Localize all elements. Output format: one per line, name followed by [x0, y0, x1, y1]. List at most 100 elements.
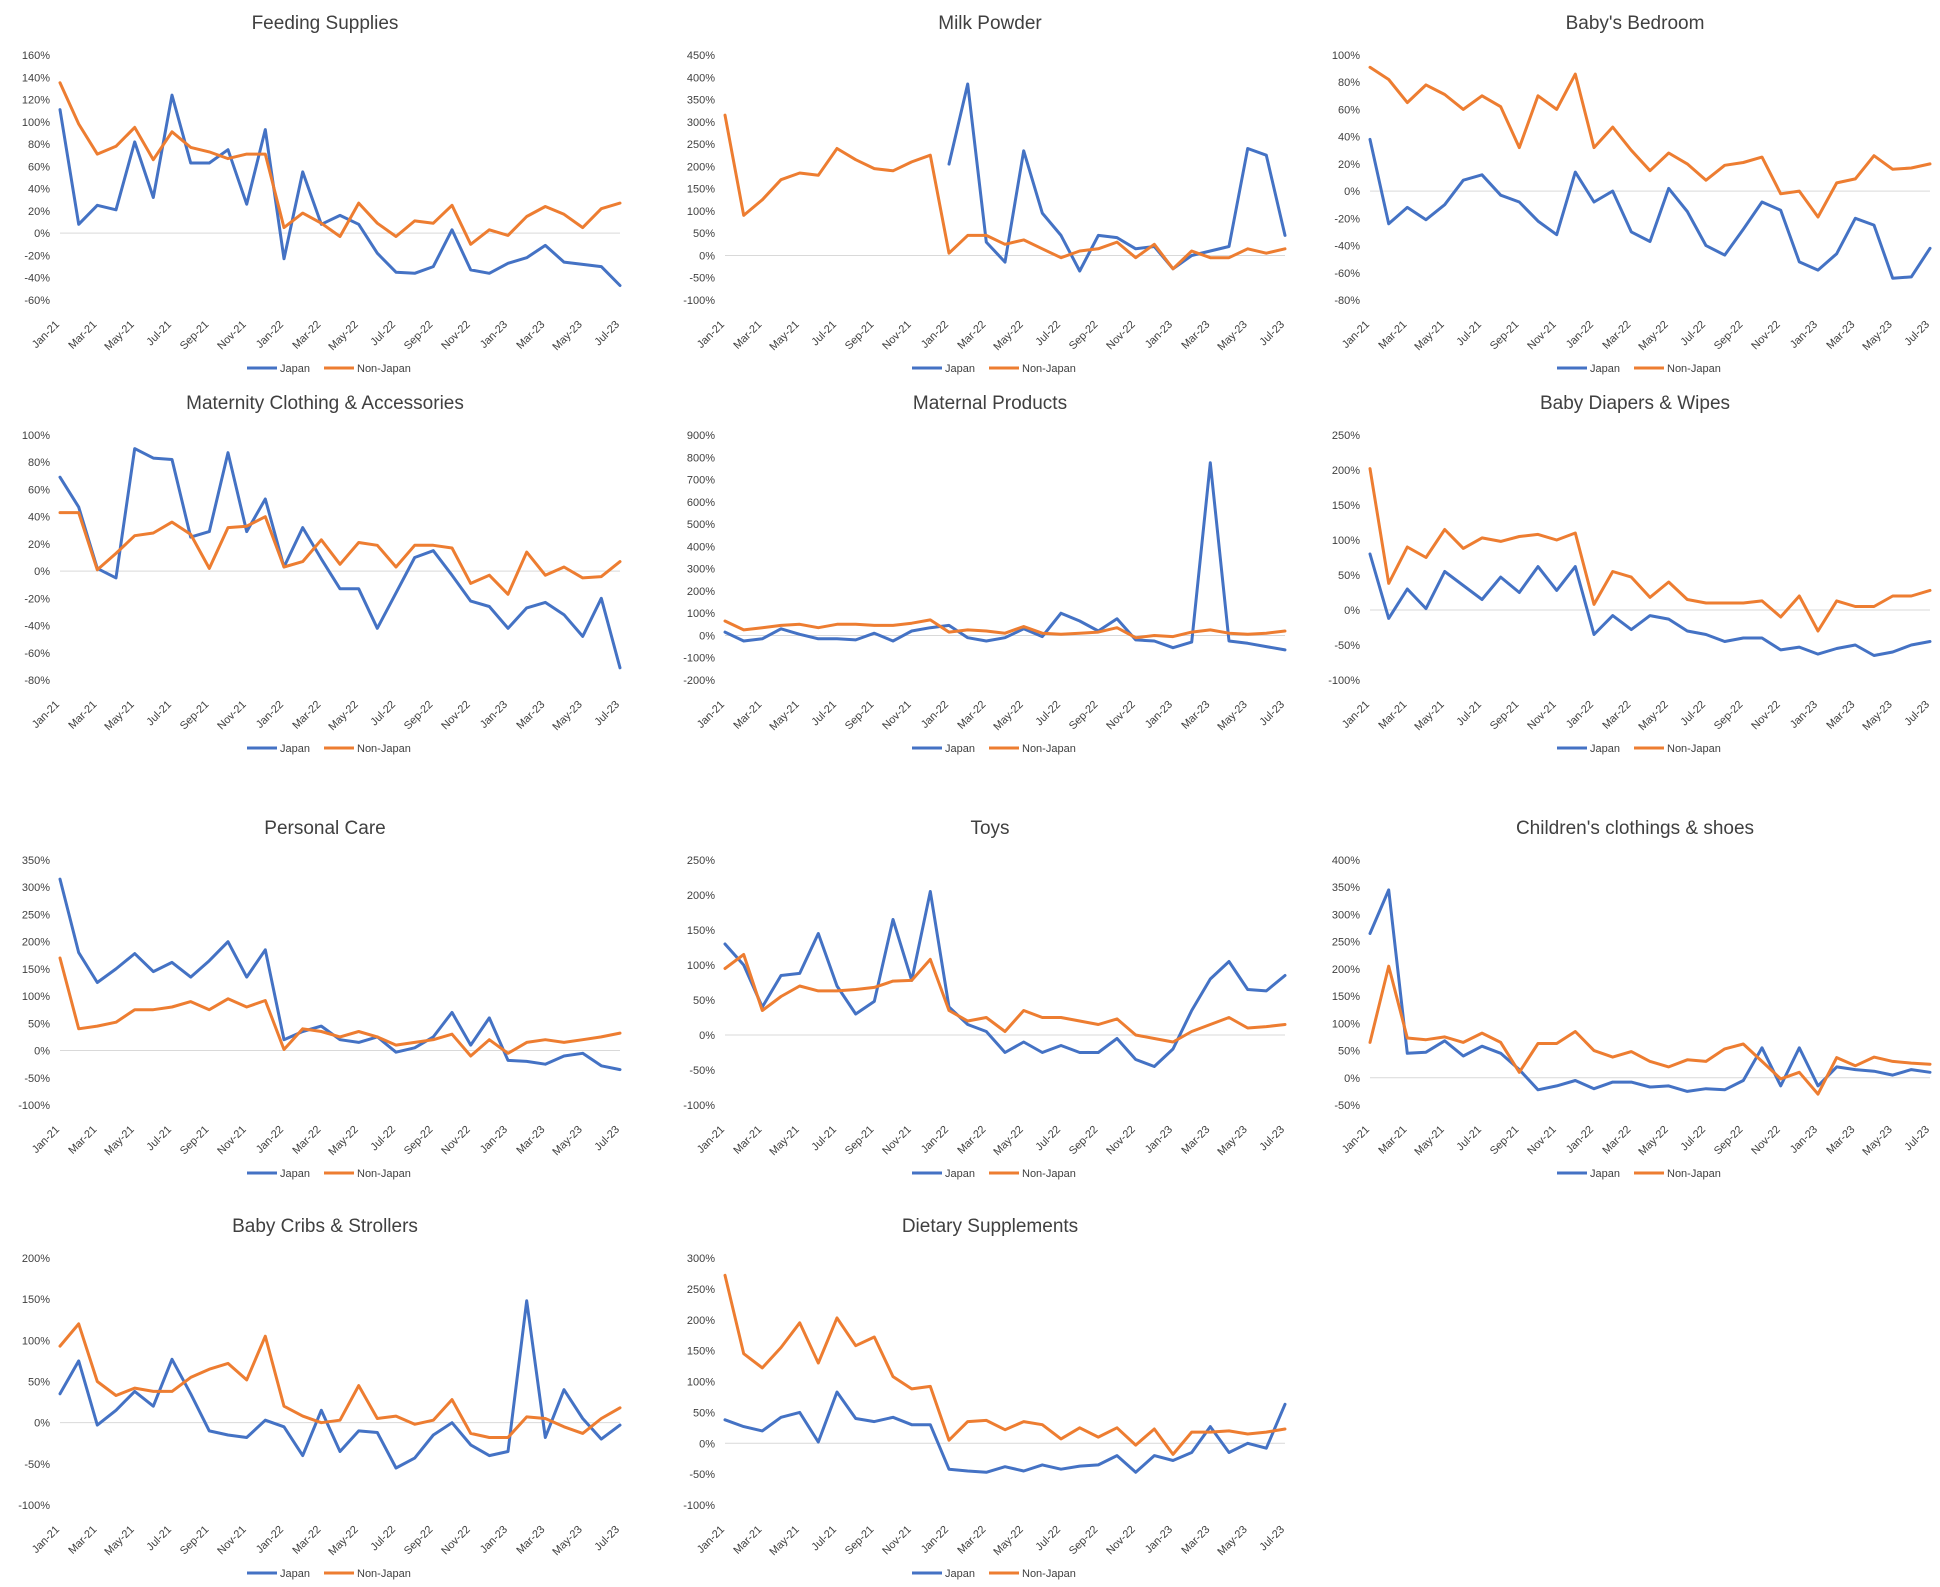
- x-tick-label: May-22: [1636, 1124, 1670, 1158]
- x-tick-label: Mar-23: [514, 1524, 547, 1557]
- x-tick-label: Jan-22: [919, 1124, 951, 1156]
- y-tick-label: 200%: [687, 161, 715, 173]
- x-tick-label: Nov-21: [215, 1524, 249, 1558]
- y-tick-label: 0%: [699, 250, 715, 262]
- x-tick-label: Jul-21: [144, 1124, 174, 1154]
- chart-title: Maternity Clothing & Accessories: [186, 393, 464, 414]
- series-line-japan: [1368, 552, 1932, 657]
- x-tick-label: May-21: [767, 319, 801, 353]
- x-tick-label: Mar-23: [514, 319, 547, 352]
- y-tick-label: -50%: [24, 1459, 50, 1471]
- y-tick-label: -50%: [689, 1065, 715, 1077]
- x-tick-label: Mar-22: [290, 699, 323, 732]
- x-tick-label: Jul-22: [1033, 319, 1063, 349]
- x-tick-label: Jan-23: [1143, 1524, 1175, 1556]
- legend-non-japan-label: Non-Japan: [357, 743, 411, 755]
- y-tick-label: 100%: [22, 430, 50, 442]
- y-tick-label: -100%: [1328, 675, 1360, 687]
- y-tick-label: 350%: [687, 95, 715, 107]
- x-tick-label: Sep-22: [1067, 699, 1101, 733]
- legend-non-japan-label: Non-Japan: [357, 1168, 411, 1180]
- x-tick-label: May-23: [1860, 699, 1894, 733]
- x-tick-label: Sep-22: [1712, 699, 1746, 733]
- y-tick-label: 100%: [1332, 535, 1360, 547]
- x-tick-label: Sep-21: [1488, 699, 1522, 733]
- chart-title: Toys: [970, 818, 1009, 839]
- y-tick-label: 200%: [1332, 964, 1360, 976]
- y-tick-label: 50%: [693, 228, 715, 240]
- x-tick-label: Mar-21: [1376, 319, 1409, 352]
- x-tick-label: May-22: [326, 319, 360, 353]
- x-tick-label: Mar-22: [290, 1124, 323, 1157]
- y-tick-label: 100%: [687, 1377, 715, 1389]
- y-tick-label: -100%: [683, 1500, 715, 1512]
- series-line-non-japan: [1368, 467, 1932, 633]
- legend-japan-label: Japan: [280, 363, 310, 375]
- legend-non-japan-label: Non-Japan: [357, 1568, 411, 1580]
- x-tick-label: May-22: [991, 319, 1025, 353]
- x-tick-label: Jan-23: [478, 319, 510, 351]
- x-tick-label: Mar-22: [1600, 699, 1633, 732]
- x-tick-label: Mar-21: [731, 699, 764, 732]
- y-tick-label: 0%: [34, 228, 50, 240]
- x-tick-label: May-23: [1215, 699, 1249, 733]
- x-tick-label: May-21: [102, 1124, 136, 1158]
- series-line-japan: [1368, 888, 1932, 1093]
- x-tick-label: May-21: [102, 1524, 136, 1558]
- x-tick-label: Nov-21: [880, 1124, 914, 1158]
- x-tick-label: Jan-22: [1564, 1124, 1596, 1156]
- x-tick-label: Sep-21: [843, 319, 877, 353]
- x-tick-label: Mar-22: [955, 319, 988, 352]
- x-tick-label: Jan-23: [478, 1524, 510, 1556]
- y-tick-label: 0%: [34, 1418, 50, 1430]
- y-tick-label: -100%: [18, 1500, 50, 1512]
- x-tick-label: May-21: [102, 319, 136, 353]
- x-tick-label: Jul-22: [368, 319, 398, 349]
- x-tick-label: Jul-22: [1678, 319, 1708, 349]
- x-tick-label: Nov-21: [215, 1124, 249, 1158]
- x-tick-label: Nov-22: [1104, 1524, 1138, 1558]
- chart-panel: Personal Care -100% -50% 0% 50% 100% 150% 200% 2…: [18, 818, 622, 1180]
- y-tick-label: 0%: [34, 566, 50, 578]
- y-tick-label: 100%: [687, 608, 715, 620]
- x-tick-label: Jul-23: [592, 319, 622, 349]
- y-tick-label: 250%: [1332, 430, 1360, 442]
- legend-non-japan-label: Non-Japan: [1022, 363, 1076, 375]
- y-tick-label: 200%: [687, 586, 715, 598]
- y-tick-label: 150%: [1332, 500, 1360, 512]
- y-tick-label: 200%: [687, 890, 715, 902]
- x-tick-label: Jul-23: [1257, 319, 1287, 349]
- y-tick-label: 400%: [687, 541, 715, 553]
- y-tick-label: 300%: [687, 564, 715, 576]
- y-tick-label: -20%: [1334, 213, 1360, 225]
- series-line-non-japan: [723, 113, 1287, 271]
- x-tick-label: Nov-21: [215, 699, 249, 733]
- x-tick-label: Nov-22: [1104, 1124, 1138, 1158]
- x-tick-label: Mar-21: [731, 1124, 764, 1157]
- chart-title: Dietary Supplements: [902, 1216, 1078, 1237]
- y-tick-label: 150%: [687, 925, 715, 937]
- y-tick-label: 400%: [1332, 855, 1360, 867]
- x-tick-label: Jul-21: [1454, 699, 1484, 729]
- chart-title: Maternal Products: [913, 393, 1067, 414]
- chart-panel: Baby's Bedroom -80% -60% -40% -20% 0% 20% 40% 60…: [1332, 13, 1932, 375]
- x-tick-label: Sep-22: [1067, 319, 1101, 353]
- x-tick-label: Sep-21: [178, 319, 212, 353]
- y-tick-label: 140%: [22, 72, 50, 84]
- y-tick-label: -100%: [683, 653, 715, 665]
- x-tick-label: Nov-21: [1525, 319, 1559, 353]
- legend-japan-label: Japan: [945, 1168, 975, 1180]
- y-tick-label: 250%: [22, 909, 50, 921]
- legend-japan-label: Japan: [945, 363, 975, 375]
- x-tick-label: Jul-23: [1257, 1124, 1287, 1154]
- x-tick-label: Jul-21: [1454, 1124, 1484, 1154]
- y-tick-label: 0%: [34, 1046, 50, 1058]
- y-tick-label: 100%: [1332, 50, 1360, 62]
- x-tick-label: Jan-23: [1788, 1124, 1820, 1156]
- x-tick-label: May-23: [550, 319, 584, 353]
- y-tick-label: 250%: [1332, 937, 1360, 949]
- x-tick-label: May-22: [326, 699, 360, 733]
- y-tick-label: 60%: [28, 161, 50, 173]
- x-tick-label: Jul-21: [809, 1124, 839, 1154]
